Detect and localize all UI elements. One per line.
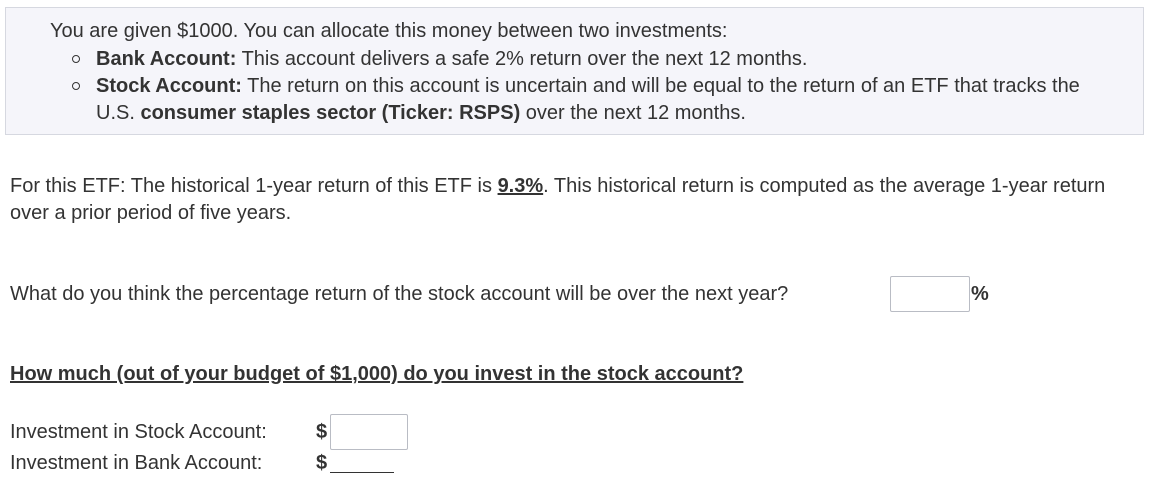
percent-unit: % (971, 283, 989, 305)
bank-account-option: Bank Account: This account delivers a sa… (72, 46, 1110, 73)
historical-return-value: 9.3% (497, 175, 544, 197)
stock-account-option: Stock Account: The return on this accoun… (72, 73, 1110, 127)
bank-account-description: This account delivers a safe 2% return o… (236, 48, 808, 70)
bullet-circle-icon (72, 82, 80, 90)
bank-investment-label: Investment in Bank Account: (10, 452, 263, 474)
stock-account-label: Stock Account: (96, 75, 242, 97)
stock-account-description: The return on this account is uncertain … (96, 75, 1080, 124)
stock-account-description-end: over the next 12 months. (520, 102, 746, 124)
investment-question-heading: How much (out of your budget of $1,000) … (10, 363, 744, 385)
bank-account-label: Bank Account: (96, 48, 237, 70)
intro-text: You are given $1000. You can allocate th… (50, 20, 728, 42)
expected-return-input[interactable] (890, 276, 970, 312)
investment-options-list: Bank Account: This account delivers a sa… (72, 46, 1110, 127)
stock-currency-sign: $ (316, 421, 328, 443)
stock-account-sector: consumer staples sector (Ticker: RSPS) (140, 102, 521, 124)
return-question-text: What do you think the percentage return … (10, 283, 789, 305)
bank-investment-blank (330, 472, 394, 473)
instructions-box (5, 7, 1144, 135)
bullet-circle-icon (72, 55, 80, 63)
etf-info-paragraph: For this ETF: The historical 1-year retu… (10, 175, 1106, 224)
stock-investment-input[interactable] (330, 414, 408, 450)
bank-currency-sign: $ (316, 452, 328, 474)
stock-investment-label: Investment in Stock Account: (10, 421, 267, 443)
